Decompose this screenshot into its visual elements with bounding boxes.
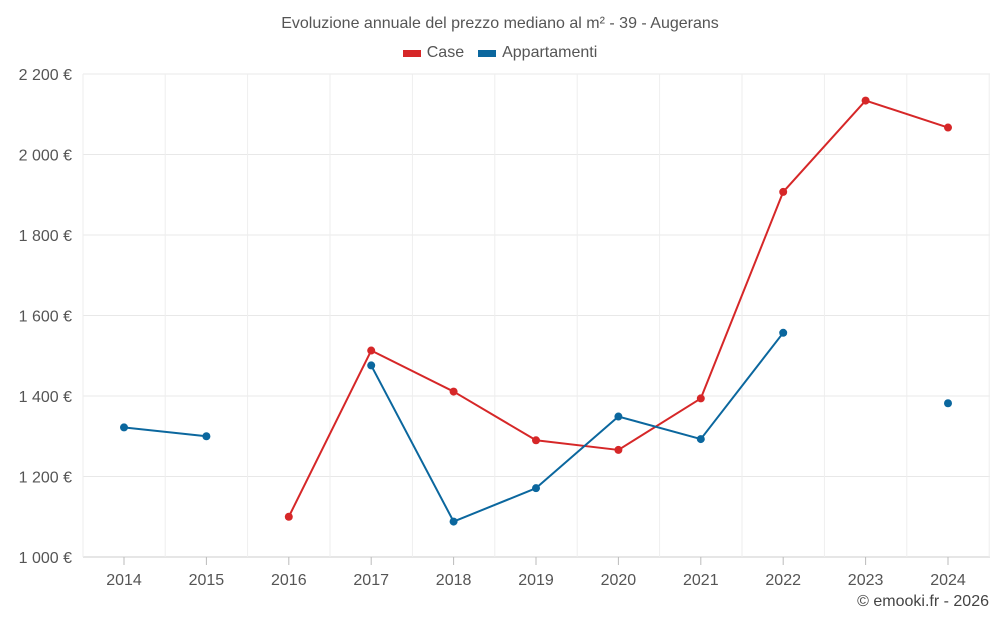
x-tick-label: 2016 bbox=[271, 572, 307, 589]
legend-item-case[interactable]: Case bbox=[402, 44, 465, 62]
x-tick-label: 2015 bbox=[189, 572, 225, 589]
data-point-appartamenti bbox=[532, 484, 540, 493]
data-point-appartamenti bbox=[779, 328, 788, 337]
data-point-case bbox=[696, 394, 705, 403]
x-tick-label: 2022 bbox=[765, 572, 801, 589]
data-point-appartamenti bbox=[120, 423, 128, 432]
y-tick-label: 1 200 € bbox=[19, 470, 72, 487]
data-point-case bbox=[532, 436, 540, 445]
series-line-case bbox=[287, 99, 949, 518]
y-tick-label: 1 600 € bbox=[19, 309, 72, 326]
credit-text: © emooki.fr - 2026 bbox=[857, 593, 989, 610]
data-point-case bbox=[449, 387, 458, 396]
data-point-appartamenti bbox=[367, 361, 376, 370]
x-tick-label: 2020 bbox=[601, 572, 637, 589]
series-line-appartamenti bbox=[123, 426, 207, 438]
data-point-case bbox=[779, 187, 788, 196]
legend-swatch-case bbox=[402, 49, 421, 57]
y-tick-label: 2 000 € bbox=[19, 148, 72, 165]
chart-title: Evoluzione annuale del prezzo mediano al… bbox=[281, 15, 719, 32]
y-tick-label: 1 800 € bbox=[19, 228, 72, 245]
x-tick-label: 2023 bbox=[848, 572, 884, 589]
legend-swatch-appartamenti bbox=[478, 49, 497, 57]
data-point-appartamenti bbox=[944, 399, 952, 408]
y-tick-label: 1 400 € bbox=[19, 389, 72, 406]
data-point-appartamenti bbox=[449, 517, 458, 526]
series-line-appartamenti bbox=[370, 332, 784, 523]
legend-label-case: Case bbox=[426, 44, 465, 61]
x-tick-label: 2021 bbox=[683, 572, 719, 589]
x-tick-label: 2019 bbox=[518, 572, 554, 589]
y-tick-label: 2 200 € bbox=[19, 67, 72, 84]
data-point-case bbox=[367, 346, 376, 355]
data-point-case bbox=[944, 123, 952, 132]
data-point-case bbox=[284, 512, 293, 521]
y-tick-label: 1 000 € bbox=[19, 550, 72, 567]
legend-label-appartamenti: Appartamenti bbox=[502, 44, 598, 61]
x-tick-label: 2024 bbox=[930, 572, 966, 589]
data-point-case bbox=[614, 445, 623, 454]
x-tick-label: 2018 bbox=[436, 572, 472, 589]
data-point-appartamenti bbox=[696, 435, 705, 444]
legend: Case Appartamenti bbox=[0, 44, 1000, 62]
data-point-case bbox=[861, 96, 870, 105]
data-point-appartamenti bbox=[202, 432, 211, 441]
legend-item-appartamenti[interactable]: Appartamenti bbox=[478, 44, 597, 62]
x-tick-label: 2014 bbox=[106, 572, 142, 589]
data-point-appartamenti bbox=[614, 412, 623, 421]
x-tick-label: 2017 bbox=[353, 572, 389, 589]
